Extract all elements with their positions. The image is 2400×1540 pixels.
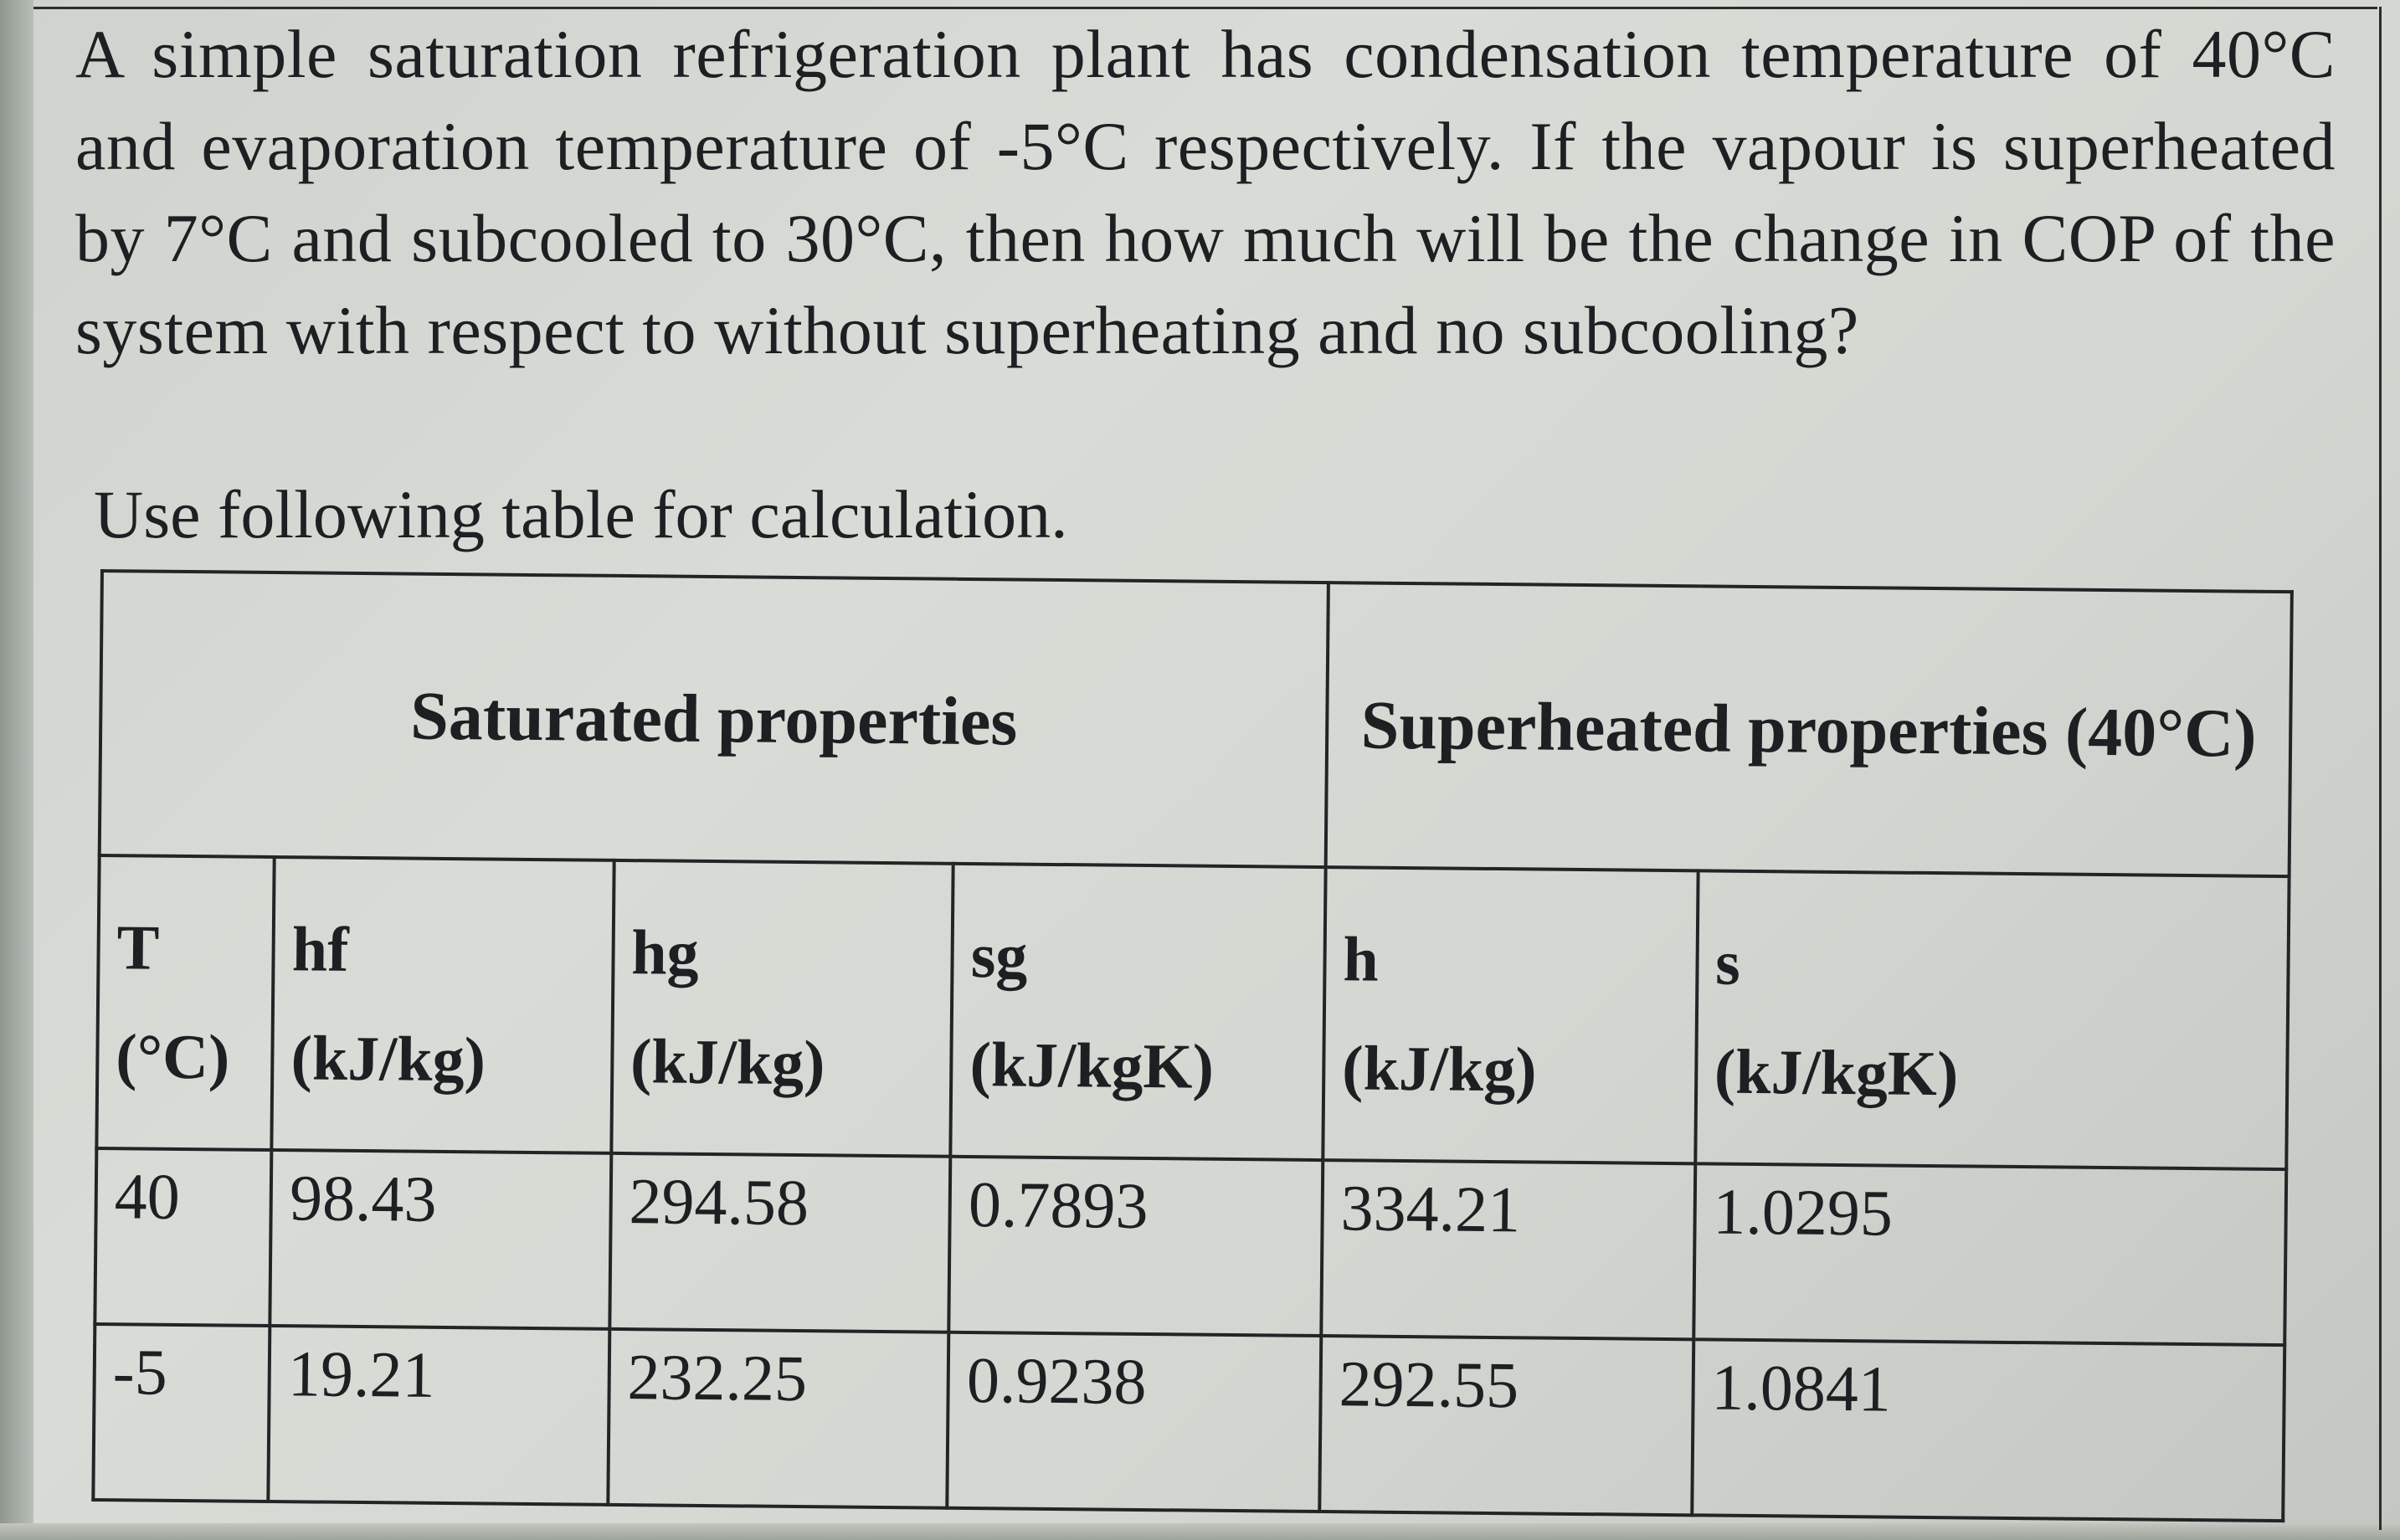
column-unit: (kJ/kgK) — [969, 1029, 1215, 1102]
superheated-properties-header: Superheated properties (40°C) — [1325, 583, 2292, 877]
table-column-header-row: T (°C) hf (kJ/kg) hg (kJ/kg) sg (kJ/kgK)… — [96, 855, 2290, 1170]
table-cell: 98.43 — [270, 1149, 612, 1329]
column-unit: (kJ/kg) — [630, 1026, 825, 1099]
column-header-temperature: T (°C) — [96, 855, 275, 1150]
page-edge-bottom — [0, 1523, 2400, 1540]
table-cell: -5 — [93, 1323, 270, 1502]
table-group-header-row: Saturated properties Superheated propert… — [99, 571, 2292, 877]
table-cell: 0.7893 — [948, 1156, 1323, 1337]
table-cell: 1.0295 — [1693, 1163, 2287, 1346]
column-symbol: h — [1343, 924, 1380, 995]
table-row: -5 19.21 232.25 0.9238 292.55 1.0841 — [93, 1323, 2285, 1522]
column-unit: (kJ/kgK) — [1714, 1036, 1959, 1110]
column-symbol: T — [116, 912, 160, 983]
table-cell: 1.0841 — [1691, 1339, 2285, 1522]
top-border-line — [33, 7, 2377, 9]
column-header-hg: hg (kJ/kg) — [611, 860, 953, 1157]
table-cell: 292.55 — [1319, 1336, 1693, 1516]
question-text: A simple saturation refrigeration plant … — [75, 16, 2336, 368]
column-header-h: h (kJ/kg) — [1323, 867, 1699, 1164]
right-border-line — [2379, 7, 2382, 1530]
column-header-hf: hf (kJ/kg) — [271, 857, 614, 1153]
column-unit: (kJ/kg) — [1341, 1033, 1537, 1106]
column-header-s: s (kJ/kgK) — [1694, 870, 2290, 1170]
column-symbol: hf — [291, 914, 349, 985]
instruction-text: Use following table for calculation. — [94, 476, 1068, 552]
column-symbol: s — [1714, 927, 1741, 998]
column-symbol: sg — [970, 921, 1028, 992]
property-table: Saturated properties Superheated propert… — [91, 569, 2294, 1522]
table-cell: 40 — [95, 1147, 272, 1326]
table-cell: 294.58 — [609, 1152, 951, 1332]
saturated-properties-header: Saturated properties — [99, 571, 1328, 868]
page-edge — [0, 0, 33, 1540]
table-cell: 232.25 — [608, 1328, 949, 1508]
question-statement: A simple saturation refrigeration plant … — [75, 8, 2336, 377]
column-header-sg: sg (kJ/kgK) — [950, 863, 1326, 1161]
table-cell: 19.21 — [268, 1325, 610, 1505]
property-table-container: Saturated properties Superheated propert… — [91, 569, 2294, 1522]
table-cell: 334.21 — [1321, 1160, 1695, 1340]
column-symbol: hg — [630, 917, 700, 988]
column-unit: (kJ/kg) — [290, 1023, 486, 1096]
table-row: 40 98.43 294.58 0.7893 334.21 1.0295 — [95, 1147, 2287, 1346]
column-unit: (°C) — [116, 1021, 230, 1093]
table-cell: 0.9238 — [947, 1332, 1322, 1512]
